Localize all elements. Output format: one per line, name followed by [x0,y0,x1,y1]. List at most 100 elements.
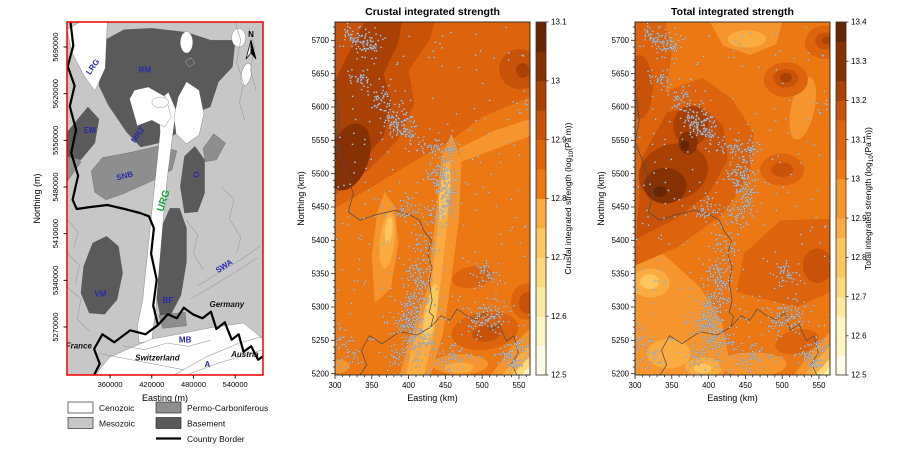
earthquake-dot [447,353,450,356]
earthquake-dot [427,337,430,340]
earthquake-dot [441,150,444,153]
earthquake-dot [425,246,428,249]
earthquake-dot [736,206,739,209]
earthquake-dot [513,360,516,363]
earthquake-dot [472,327,475,330]
earthquake-dot [379,34,382,37]
earthquake-dot [389,295,392,298]
earthquake-dot [655,47,658,50]
earthquake-dot [402,349,405,352]
earthquake-dot [730,144,733,147]
earthquake-dot [803,282,806,285]
total-colorbar-band [836,218,846,239]
earthquake-dot [740,342,743,345]
earthquake-dot [458,357,461,360]
earthquake-dot [449,191,452,194]
earthquake-dot [449,352,452,355]
earthquake-dot [489,317,492,320]
earthquake-dot [731,221,734,224]
geo-x-tick-label: 360000 [98,380,123,389]
earthquake-dot [435,188,438,191]
geo-unit-permo-carboniferous [202,133,226,162]
earthquake-dot [396,212,399,215]
legend-item-mesozoic: Mesozoic [67,417,136,429]
earthquake-dot [825,354,828,357]
earthquake-dot [823,255,826,258]
earthquake-dot [414,346,417,349]
geologic-contour-line [186,349,263,375]
earthquake-dot [364,280,367,283]
earthquake-dot [403,216,406,219]
earthquake-dot [769,129,772,132]
earthquake-dot [347,33,350,36]
earthquake-dot [811,350,814,353]
earthquake-dot [722,254,725,257]
earthquake-dot [790,324,793,327]
earthquake-dot [789,317,792,320]
earthquake-dot [369,43,372,46]
earthquake-dot [764,181,767,184]
earthquake-dot [705,307,708,310]
earthquake-dot [671,106,674,109]
earthquake-dot [721,359,724,362]
y-tick-label: 5250 [612,336,630,345]
earthquake-dot [703,215,706,218]
earthquake-dot [349,79,352,82]
earthquake-dot [686,320,689,323]
earthquake-dot [413,306,416,309]
earthquake-dot [432,181,435,184]
earthquake-dot [745,192,748,195]
earthquake-dot [480,285,483,288]
earthquake-dot [774,119,777,122]
earthquake-dot [368,120,371,123]
earthquake-dot [389,99,392,102]
legend-label-cenozoic: Cenozoic [99,403,135,413]
earthquake-dot [716,237,719,240]
earthquake-dot [430,231,433,234]
earthquake-dot [357,32,360,35]
earthquake-dot [473,107,476,110]
earthquake-dot [493,315,496,318]
earthquake-dot [448,204,451,207]
earthquake-dot [800,353,803,356]
earthquake-dot [758,143,761,146]
earthquake-dot [420,321,423,324]
earthquake-dot [436,179,439,182]
earthquake-dot [441,161,444,164]
earthquake-dot [442,215,445,218]
earthquake-dot [746,185,749,188]
earthquake-dot [454,178,457,181]
total-colorbar-band [836,198,846,219]
earthquake-dot [428,127,431,130]
earthquake-dot [781,324,784,327]
earthquake-dot [769,272,772,275]
earthquake-dot [523,226,526,229]
earthquake-dot [657,350,660,353]
earthquake-dot [396,111,399,114]
y-tick-label: 5650 [612,69,630,78]
earthquake-dot [506,140,509,143]
x-tick-label: 550 [812,381,826,390]
earthquake-dot [406,355,409,358]
earthquake-dot [737,145,740,148]
total-contour-band [640,274,660,289]
legend-item-basement: Basement [155,417,226,429]
earthquake-dot [373,104,376,107]
earthquake-dot [410,336,413,339]
earthquake-dot [653,355,656,358]
earthquake-dot [393,103,396,106]
earthquake-dot [674,95,677,98]
earthquake-dot [727,146,730,149]
earthquake-dot [445,222,448,225]
earthquake-dot [481,321,484,324]
earthquake-dot [387,119,390,122]
earthquake-dot [825,99,828,102]
earthquake-dot [335,339,338,342]
total-seismicity-dots [635,22,830,375]
earthquake-dot [362,74,365,77]
earthquake-dot [674,57,677,60]
earthquake-dot [799,316,802,319]
earthquake-dot [388,365,391,368]
earthquake-dot [356,280,359,283]
earthquake-dot [440,205,443,208]
